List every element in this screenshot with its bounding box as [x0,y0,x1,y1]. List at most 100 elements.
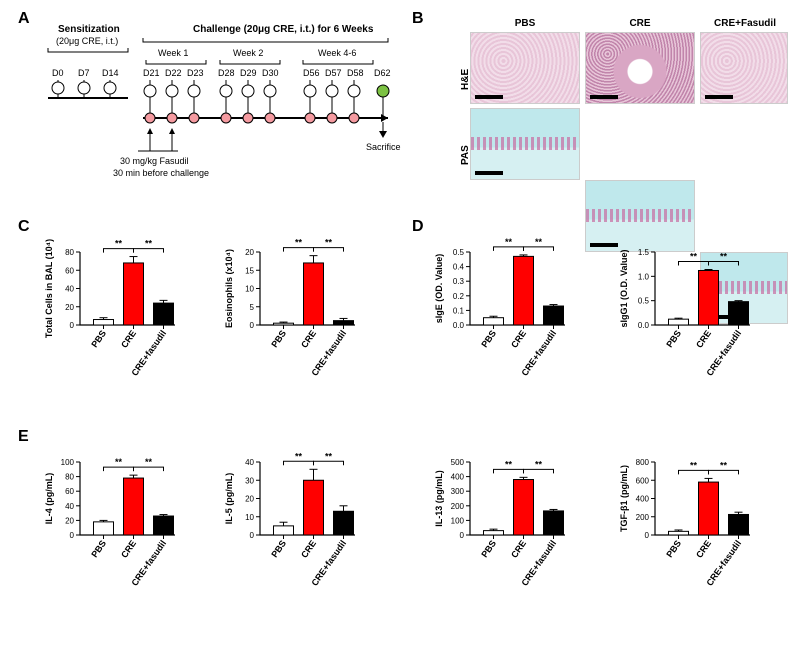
svg-text:10: 10 [245,513,254,522]
svg-text:D62: D62 [374,68,391,78]
svg-text:30: 30 [245,476,254,485]
panel-label-d: D [412,218,424,236]
svg-text:80: 80 [65,473,74,482]
svg-text:30 min before challenge: 30 min before challenge [113,168,209,178]
svg-text:**: ** [720,460,728,470]
svg-text:D28: D28 [218,68,235,78]
svg-text:800: 800 [636,458,650,467]
col-label-cre: CRE [585,18,695,29]
svg-text:40: 40 [65,285,74,294]
chart-il13: 0100200300400500IL-13 (pg/mL)PBSCRECRE+f… [430,440,615,630]
svg-text:300: 300 [451,487,465,496]
svg-text:100: 100 [451,516,465,525]
he-cref [700,32,788,104]
svg-text:0: 0 [250,531,255,540]
svg-text:CRE: CRE [299,538,318,559]
svg-text:CRE: CRE [299,328,318,349]
svg-text:D7: D7 [78,68,90,78]
svg-text:40: 40 [245,458,254,467]
panel-label-e: E [18,428,29,446]
svg-text:0: 0 [70,321,75,330]
svg-text:**: ** [505,459,513,469]
svg-text:**: ** [295,451,303,461]
svg-text:CRE: CRE [119,328,138,349]
svg-text:20: 20 [245,248,254,257]
svg-text:400: 400 [636,495,650,504]
txt-challenge: Challenge (20μg CRE, i.t.) for 6 Weeks [193,24,374,35]
svg-text:Eosinophils (x10⁴): Eosinophils (x10⁴) [224,249,234,328]
svg-text:600: 600 [636,476,650,485]
he-pbs [470,32,580,104]
chart-tgfb1: 0200400600800TGF-β1 (pg/mL)PBSCRECRE+fas… [615,440,800,630]
svg-text:D29: D29 [240,68,257,78]
svg-text:15: 15 [245,266,254,275]
svg-text:D58: D58 [347,68,364,78]
svg-text:PBS: PBS [479,328,498,349]
svg-text:0.1: 0.1 [453,306,465,315]
he-cre [585,32,695,104]
chart-sIgE: 0.00.10.20.30.40.5sIgE (OD. Value)PBSCRE… [430,230,615,420]
svg-text:IL-13 (pg/mL): IL-13 (pg/mL) [434,470,444,527]
svg-text:**: ** [505,237,513,247]
pas-pbs [470,108,580,180]
svg-text:0.3: 0.3 [453,277,465,286]
svg-text:200: 200 [636,513,650,522]
svg-text:CRE: CRE [509,538,528,559]
svg-text:Sacrifice: Sacrifice [366,142,401,152]
svg-text:D30: D30 [262,68,279,78]
svg-text:0: 0 [70,531,75,540]
svg-text:PBS: PBS [89,328,108,349]
svg-text:D21: D21 [143,68,160,78]
svg-text:0: 0 [645,531,650,540]
svg-text:CRE: CRE [694,538,713,559]
chart-il4: 020406080100IL-4 (pg/mL)PBSCRECRE+fasudi… [40,440,225,630]
chart-total_cells: 020406080Total Cells in BAL (10⁴)PBSCREC… [40,230,225,420]
svg-text:20: 20 [65,516,74,525]
chart-il5: 010203040IL-5 (pg/mL)PBSCRECRE+fasudil**… [220,440,405,630]
txt-sensitization-sub: (20μg CRE, i.t.) [56,36,118,46]
svg-text:0.5: 0.5 [638,297,650,306]
svg-text:CRE: CRE [694,328,713,349]
svg-text:0.0: 0.0 [453,321,465,330]
svg-text:80: 80 [65,248,74,257]
svg-text:D14: D14 [102,68,119,78]
svg-text:0.2: 0.2 [453,292,465,301]
svg-text:D56: D56 [303,68,320,78]
svg-text:PBS: PBS [664,538,683,559]
svg-text:20: 20 [245,495,254,504]
svg-text:200: 200 [451,502,465,511]
svg-text:CRE: CRE [119,538,138,559]
col-label-pbs: PBS [470,18,580,29]
svg-text:Total Cells in BAL (10⁴): Total Cells in BAL (10⁴) [44,239,54,338]
svg-text:0.4: 0.4 [453,263,465,272]
svg-text:**: ** [295,238,303,248]
svg-text:**: ** [535,237,543,247]
svg-text:CRE: CRE [509,328,528,349]
svg-text:0.5: 0.5 [453,248,465,257]
svg-text:D23: D23 [187,68,204,78]
txt-sensitization: Sensitization [58,24,120,35]
svg-text:400: 400 [451,473,465,482]
svg-text:10: 10 [245,285,254,294]
svg-text:1.0: 1.0 [638,272,650,281]
svg-text:TGF-β1 (pg/mL): TGF-β1 (pg/mL) [619,465,629,532]
svg-text:30 mg/kg Fasudil: 30 mg/kg Fasudil [120,156,189,166]
svg-text:**: ** [115,457,123,467]
svg-text:**: ** [115,239,123,249]
svg-text:IL-5 (pg/mL): IL-5 (pg/mL) [224,473,234,525]
svg-text:D57: D57 [325,68,342,78]
svg-text:**: ** [690,252,698,262]
svg-text:60: 60 [65,266,74,275]
svg-text:**: ** [690,460,698,470]
svg-text:PBS: PBS [269,328,288,349]
svg-text:40: 40 [65,502,74,511]
svg-text:PBS: PBS [664,328,683,349]
svg-text:20: 20 [65,303,74,312]
svg-text:0: 0 [460,531,465,540]
svg-text:D0: D0 [52,68,64,78]
svg-text:IL-4 (pg/mL): IL-4 (pg/mL) [44,473,54,525]
panel-a-timeline: Sensitization (20μg CRE, i.t.) Challenge… [28,18,408,198]
svg-text:**: ** [325,451,333,461]
chart-eosinophils: 05101520Eosinophils (x10⁴)PBSCRECRE+fasu… [220,230,405,420]
svg-text:PBS: PBS [89,538,108,559]
